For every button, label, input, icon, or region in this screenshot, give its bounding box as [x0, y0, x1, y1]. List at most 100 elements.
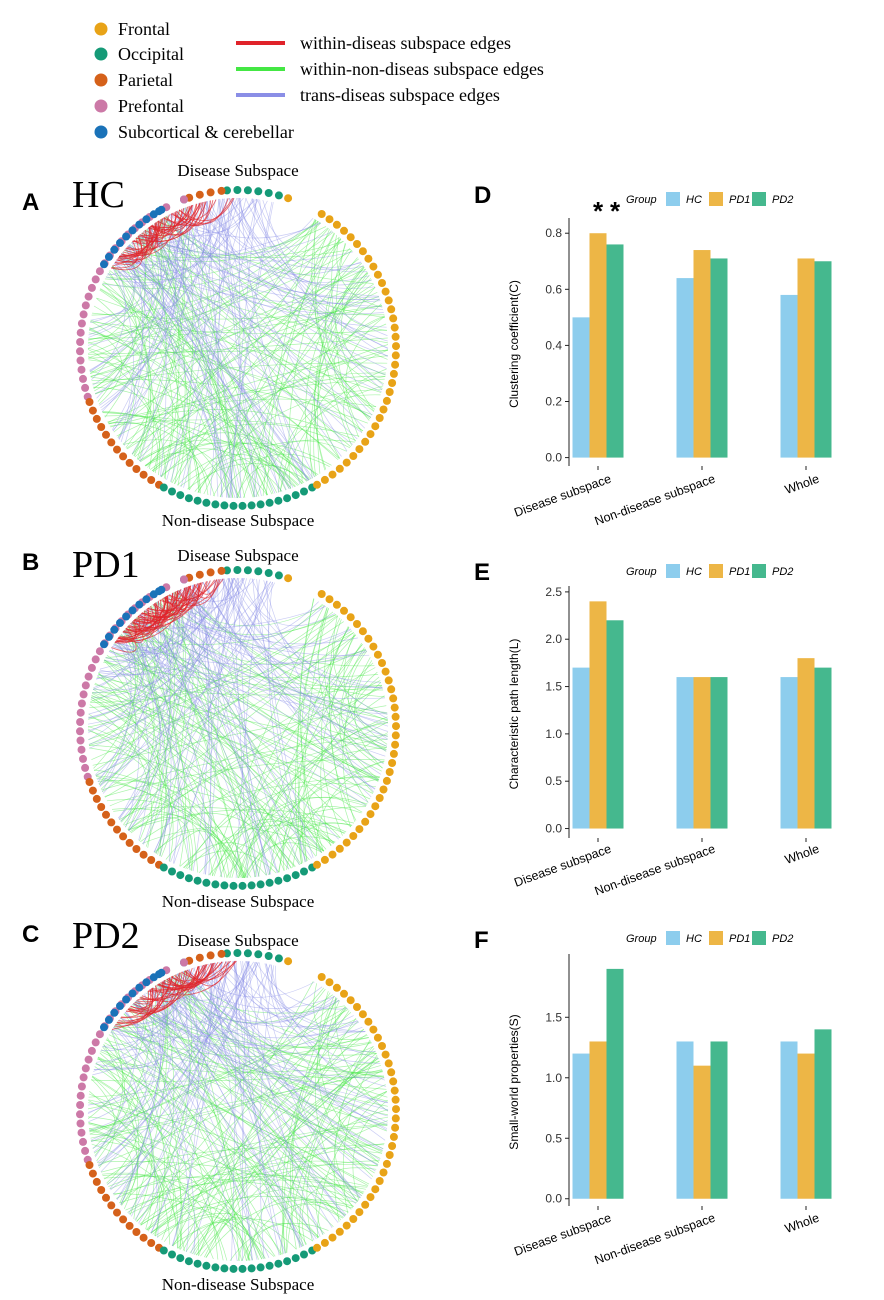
network-edge: [114, 641, 367, 665]
network-edge: [94, 1066, 183, 1250]
network-edge: [90, 632, 354, 703]
network-node: [211, 1263, 220, 1272]
network-node: [102, 810, 110, 819]
network-edge: [155, 602, 382, 772]
network-edge: [91, 1076, 224, 1261]
network-edge: [88, 615, 338, 740]
network-edge: [123, 439, 241, 499]
network-node: [349, 452, 358, 460]
network-node: [389, 314, 398, 323]
network-node: [76, 1091, 85, 1100]
network-node: [385, 1151, 394, 1159]
network-node: [364, 254, 373, 263]
network-edge: [96, 961, 254, 1063]
network-edge: [140, 1143, 385, 1226]
network-edge: [144, 230, 228, 498]
network-node: [335, 464, 344, 473]
network-node: [81, 1146, 90, 1155]
network-edge: [122, 631, 317, 857]
network-edge: [103, 661, 384, 691]
network-node: [388, 379, 397, 387]
network-edge: [108, 1174, 175, 1241]
network-node: [79, 690, 88, 699]
connectogram-b: [76, 566, 400, 890]
network-node: [355, 1208, 364, 1217]
network-edge: [93, 305, 292, 489]
network-node: [284, 574, 293, 583]
bar-pd1: [797, 258, 815, 458]
network-edge: [89, 704, 152, 848]
network-edge: [160, 219, 386, 376]
network-edge: [98, 625, 136, 785]
network-edge: [150, 1206, 264, 1260]
network-edge: [171, 1216, 243, 1262]
network-edge: [98, 582, 276, 784]
network-edge: [184, 207, 342, 457]
network-edge: [125, 628, 186, 867]
network-edge: [89, 370, 161, 476]
network-edge: [87, 581, 272, 734]
network-edge: [120, 987, 325, 1205]
network-edge: [213, 819, 325, 877]
network-node: [233, 566, 242, 574]
network-edge: [327, 1000, 388, 1102]
network-node: [180, 575, 188, 584]
network-edge: [218, 199, 280, 493]
network-edge: [101, 228, 164, 411]
network-edge: [91, 231, 334, 316]
network-node: [358, 1010, 367, 1019]
network-node: [202, 878, 211, 887]
network-node: [142, 978, 151, 987]
network-edge: [172, 981, 314, 1247]
network-edge: [94, 592, 179, 772]
network-node: [320, 475, 329, 484]
network-edge: [91, 1143, 214, 1260]
network-edge: [88, 716, 136, 786]
network-node: [206, 951, 215, 960]
network-edge: [139, 234, 354, 262]
network-edge: [111, 1029, 165, 1236]
network-edge: [130, 970, 186, 1010]
network-edge: [90, 376, 303, 484]
network-edge: [120, 578, 251, 822]
network-edge: [138, 444, 200, 493]
chart-legend-label-pd1: PD1: [729, 566, 750, 578]
network-edge: [145, 1050, 376, 1230]
network-node: [325, 978, 334, 987]
network-node: [379, 785, 388, 794]
network-edge: [305, 266, 365, 478]
network-edge: [87, 603, 323, 728]
network-node: [97, 803, 106, 811]
network-node: [100, 1023, 108, 1032]
network-edge: [162, 217, 380, 300]
network-edge: [328, 627, 383, 769]
bar-hc: [676, 1041, 694, 1199]
y-tick-label: 0.6: [545, 282, 562, 296]
network-edge: [126, 258, 359, 449]
x-tick-label: Non-disease subspace: [593, 842, 717, 899]
network-edge: [93, 386, 201, 494]
significance-marker: *: [593, 196, 604, 226]
network-edge: [150, 961, 250, 1234]
network-edge: [139, 1116, 388, 1225]
network-edge: [139, 234, 364, 432]
network-edge: [130, 622, 191, 871]
network-edge: [91, 379, 368, 424]
network-node: [254, 567, 263, 576]
network-node: [328, 1233, 337, 1242]
network-edge: [105, 1039, 387, 1090]
network-edge: [135, 1000, 307, 1245]
network-edge: [192, 1217, 283, 1255]
network-node: [317, 210, 326, 218]
network-bottom-label-a: Non-disease Subspace: [162, 511, 315, 530]
network-edge: [231, 578, 249, 878]
network-node: [390, 703, 399, 712]
network-edge: [198, 992, 331, 1256]
network-edge: [113, 806, 346, 834]
y-tick-label: 1.5: [545, 1010, 562, 1024]
network-edge: [281, 1109, 389, 1255]
network-edge: [88, 349, 389, 355]
network-edge: [107, 198, 253, 278]
y-tick-label: 0.0: [545, 451, 562, 465]
legend-swatch-frontal: [94, 22, 108, 36]
